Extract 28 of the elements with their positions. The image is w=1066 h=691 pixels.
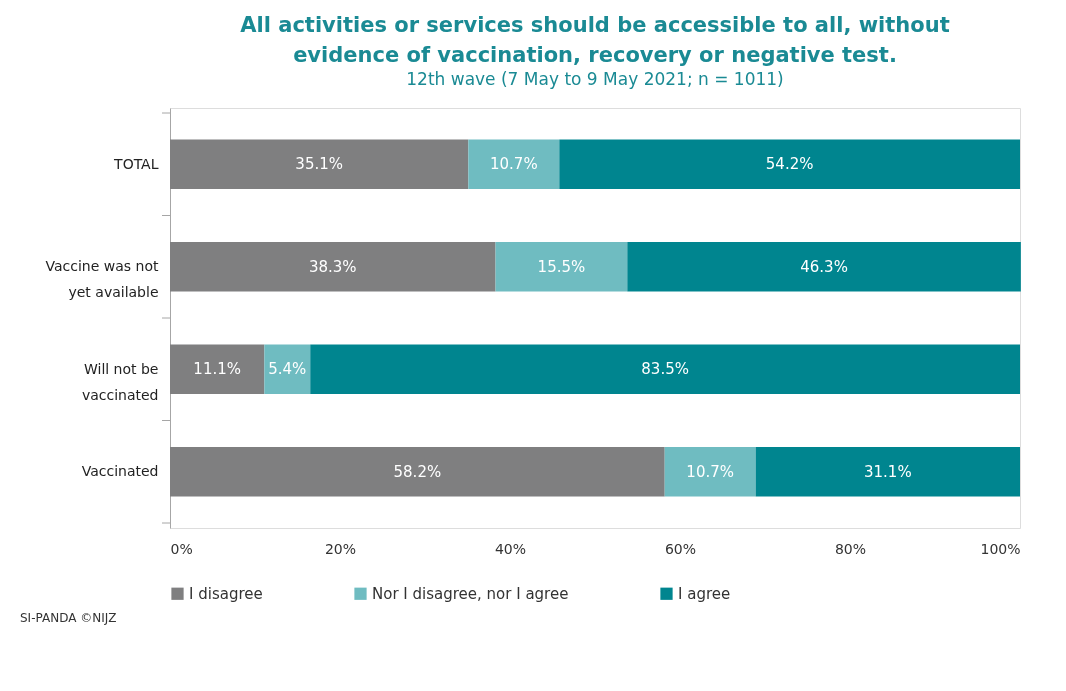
text: 10.7% [686,462,734,481]
y-tick-label: TOTAL [113,155,159,172]
x-tick-label: 40% [494,540,527,557]
text: 31.1% [864,462,912,481]
text: SI-PANDA ©NIJZ [20,611,117,625]
y-tick-label: Vaccinated [81,463,159,480]
legend-label: I agree [678,584,731,603]
x-tick-label: 20% [324,540,357,557]
text: 83.5% [641,360,689,379]
text: 10.7% [490,155,538,174]
text: 38.3% [308,257,357,276]
chart-title: All activities or services should be accessible to all, without evidence of vaccination, recovery or negative test. [240,13,950,67]
x-tick-label: 60% [664,540,697,557]
chart-subtitle: 12th wave (7 May to 9 May 2021; n = 1011) [406,69,784,89]
text: 54.2% [765,155,814,174]
text: 35.1% [295,155,343,174]
x-tick-label: 100% [980,540,1021,557]
text: 5.4% [268,360,307,379]
x-tick-label: 0% [170,540,193,557]
x-tick-label: 80% [834,540,867,557]
text: 11.1% [193,360,241,379]
y-tick-label: Will not be vaccinated [81,360,159,403]
text: 15.5% [537,257,586,276]
legend-label: I disagree [189,584,263,603]
text: 46.3% [800,257,848,276]
legend-label: Nor I disagree, nor I agree [372,584,569,603]
y-tick-label: Vaccine was not yet available [45,258,159,301]
text: 58.2% [393,462,442,481]
